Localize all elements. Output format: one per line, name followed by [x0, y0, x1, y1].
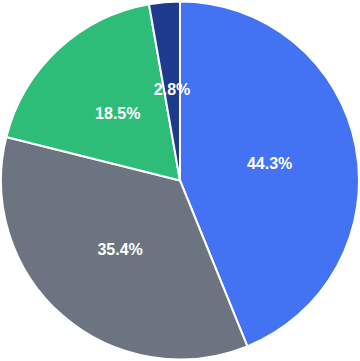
slices — [1, 2, 359, 360]
chart: 44.3% 35.4% 18.5% 2.8% — [0, 0, 360, 361]
data-label: 35.4% — [97, 241, 142, 258]
pie-slice — [1, 137, 247, 360]
data-label: 18.5% — [95, 105, 140, 122]
data-label: 44.3% — [247, 155, 292, 172]
data-labels: 44.3% 35.4% 18.5% 2.8% — [95, 81, 292, 258]
data-label: 2.8% — [154, 81, 190, 98]
